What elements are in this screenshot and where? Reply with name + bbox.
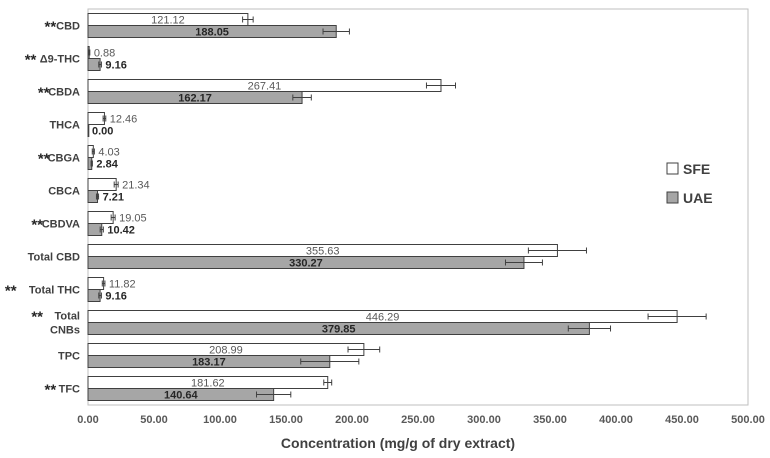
significance-marker: ** [45, 19, 57, 36]
data-label-sfe: 0.88 [94, 48, 115, 60]
data-label-uae: 140.64 [164, 390, 199, 402]
data-label-uae: 2.84 [96, 159, 118, 171]
x-axis-ticks: 0.00 50.00 100.00 150.00 200.00 250.00 300.00 3… [77, 414, 765, 426]
significance-marker: ** [25, 52, 37, 69]
legend-sfe-swatch [666, 162, 679, 175]
data-label-uae: 188.05 [195, 27, 229, 39]
x-tick-label: 200.00 [335, 414, 369, 426]
category-label: TFC [59, 384, 80, 396]
data-label-sfe: 355.63 [306, 246, 340, 258]
significance-marker: ** [31, 309, 43, 326]
x-tick-label: 400.00 [599, 414, 633, 426]
category-label: Total CBD [28, 252, 80, 264]
category-label: CBDA [48, 87, 80, 99]
x-tick-label: 50.00 [140, 414, 168, 426]
data-label-uae: 9.16 [105, 60, 126, 72]
data-label-sfe: 11.82 [109, 279, 136, 291]
data-label-sfe: 181.62 [191, 378, 225, 390]
data-label-uae: 10.42 [107, 225, 135, 237]
data-label-uae: 379.85 [322, 324, 356, 336]
category-label: THCA [49, 120, 80, 132]
x-tick-label: 150.00 [269, 414, 303, 426]
data-label-sfe: 446.29 [366, 312, 400, 324]
x-tick-label: 500.00 [731, 414, 765, 426]
significance-marker: ** [45, 382, 57, 399]
legend: SFE UAE [666, 161, 713, 206]
data-label-uae: 0.00 [92, 126, 113, 138]
category-label: CBCA [48, 186, 80, 198]
data-label-sfe: 267.41 [248, 81, 282, 93]
significance-marker: ** [5, 283, 17, 300]
data-label-sfe: 4.03 [98, 147, 119, 159]
bar-sfe [87, 112, 105, 125]
data-label-sfe: 208.99 [209, 345, 243, 357]
category-label: Total THC [29, 285, 80, 297]
data-label-uae: 7.21 [103, 192, 124, 204]
data-label-sfe: 12.46 [110, 114, 138, 126]
bar-sfe [87, 178, 117, 191]
bars-layer [87, 13, 707, 401]
significance-marker: ** [38, 151, 50, 168]
data-label-sfe: 19.05 [119, 213, 147, 225]
x-tick-label: 350.00 [533, 414, 567, 426]
bar-sfe [87, 277, 105, 290]
y-axis-categories: CBD**Δ9-THC**CBDA**THCACBGA**CBCACBDVA**… [5, 19, 80, 399]
labels-layer: 121.12188.050.889.16267.41162.1712.460.0… [92, 15, 399, 402]
significance-marker: ** [38, 85, 50, 102]
category-label: Total [55, 311, 80, 323]
x-tick-label: 0.00 [77, 414, 98, 426]
x-axis-title: Concentration (mg/g of dry extract) [281, 435, 515, 451]
category-label: TPC [58, 351, 80, 363]
x-tick-label: 300.00 [467, 414, 501, 426]
x-tick-label: 450.00 [665, 414, 699, 426]
category-label: CBGA [48, 153, 80, 165]
data-label-sfe: 121.12 [151, 15, 185, 27]
legend-uae-swatch [666, 191, 679, 204]
data-label-uae: 183.17 [192, 357, 226, 369]
legend-uae-label: UAE [683, 190, 713, 206]
category-label: CBD [56, 21, 80, 33]
category-label: CNBs [50, 325, 80, 337]
x-tick-label: 250.00 [401, 414, 435, 426]
data-label-sfe: 21.34 [122, 180, 150, 192]
bar-uae [87, 124, 90, 137]
bar-sfe [87, 211, 114, 224]
significance-marker: ** [31, 217, 43, 234]
category-label: Δ9-THC [40, 54, 80, 66]
x-tick-label: 100.00 [203, 414, 237, 426]
data-label-uae: 9.16 [105, 291, 126, 303]
category-label: CBDVA [42, 219, 80, 231]
data-label-uae: 330.27 [289, 258, 323, 270]
legend-sfe-label: SFE [683, 161, 710, 177]
plot-area-border [87, 8, 749, 406]
data-label-uae: 162.17 [178, 93, 212, 105]
